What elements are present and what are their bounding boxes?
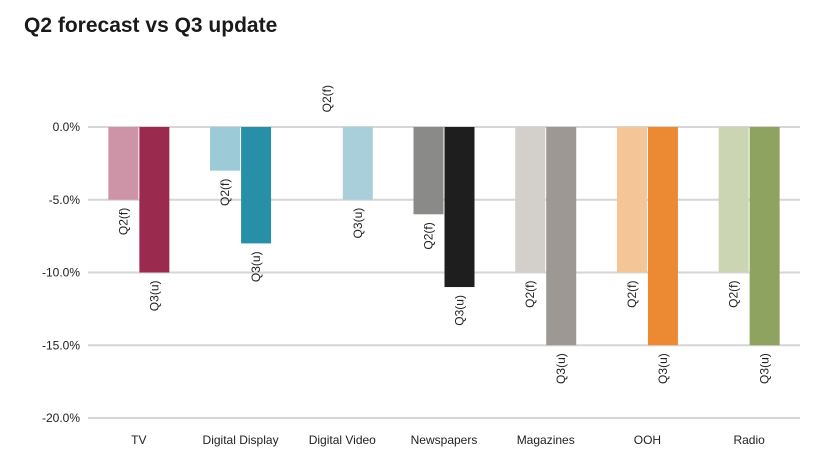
x-category-label: OOH: [634, 433, 661, 447]
y-tick-label: 0.0%: [53, 120, 81, 134]
x-category-label: Magazines: [517, 433, 575, 447]
bar-q2-forecast: [210, 127, 241, 171]
bar-label: Q3(u): [453, 295, 467, 326]
bar-q3-update: [546, 127, 577, 346]
x-category-label: Newspapers: [411, 433, 478, 447]
bar-label: Q2(f): [320, 85, 334, 112]
bar-label: Q2(f): [116, 208, 130, 235]
y-tick-label: -5.0%: [49, 193, 81, 207]
bar-q2-forecast: [718, 127, 749, 273]
bar-label: Q2(f): [422, 222, 436, 249]
bar-q3-update: [241, 127, 272, 244]
bar-label: Q2(f): [218, 179, 232, 206]
bar-q2-forecast: [108, 127, 139, 200]
y-tick-label: -20.0%: [42, 411, 80, 425]
bar-q3-update: [342, 127, 373, 200]
x-category-label: Digital Display: [203, 433, 279, 447]
bar-label: Q3(u): [351, 208, 365, 239]
bar-label: Q3(u): [147, 281, 161, 312]
bar-q3-update: [139, 127, 170, 273]
bar-label: Q3(u): [554, 353, 568, 384]
y-tick-label: -10.0%: [42, 266, 80, 280]
bar-q2-forecast: [616, 127, 647, 273]
bar-q3-update: [444, 127, 475, 288]
bar-label: Q2(f): [727, 281, 741, 308]
bar-q2-forecast: [515, 127, 546, 273]
x-category-label: Digital Video: [309, 433, 376, 447]
bar-label: Q2(f): [625, 281, 639, 308]
bar-label: Q3(u): [758, 353, 772, 384]
bar-q2-forecast: [413, 127, 444, 215]
y-tick-label: -15.0%: [42, 338, 80, 352]
bar-label: Q3(u): [656, 353, 670, 384]
x-category-label: TV: [131, 433, 146, 447]
x-category-label: Radio: [733, 433, 765, 447]
bar-q3-update: [647, 127, 678, 346]
bar-q3-update: [749, 127, 780, 346]
bar-label: Q3(u): [249, 251, 263, 282]
bar-label: Q2(f): [523, 281, 537, 308]
chart-title: Q2 forecast vs Q3 update: [24, 14, 278, 37]
